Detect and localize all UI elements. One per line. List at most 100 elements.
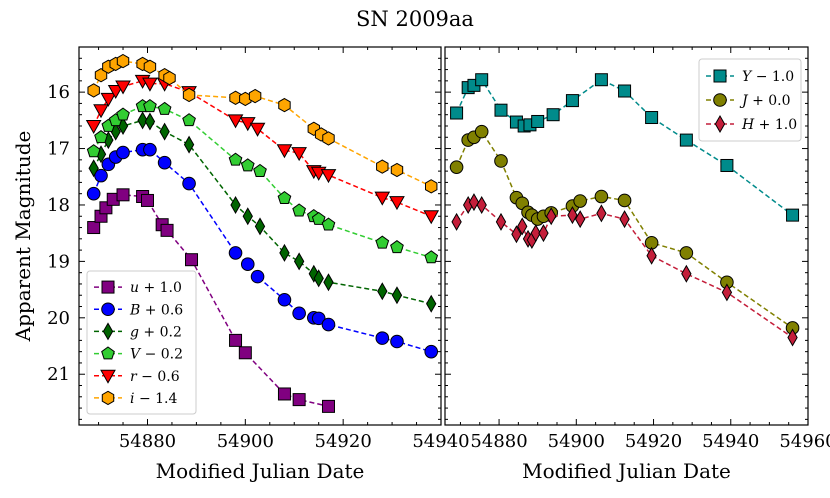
x-axis-label: Modified Julian Date: [156, 459, 365, 483]
legend-label: B + 0.6: [129, 302, 183, 318]
data-point: [424, 250, 439, 264]
data-point: [277, 387, 291, 401]
data-point: [160, 223, 174, 237]
data-point: [85, 119, 102, 135]
data-point: [86, 186, 101, 201]
legend-entry: r − 0.6: [94, 369, 180, 385]
y-tick-label: 19: [47, 251, 70, 272]
y-tick-label: 21: [47, 364, 70, 385]
data-point: [185, 253, 199, 267]
data-point: [228, 152, 243, 166]
series-line: [93, 105, 432, 259]
legend-entry: H + 1.0: [706, 114, 797, 134]
data-point: [787, 328, 798, 347]
data-point: [238, 346, 252, 360]
axes-frame: [444, 46, 809, 426]
y-tick-label: 16: [47, 82, 70, 103]
series-line: [455, 201, 793, 339]
data-point: [786, 208, 800, 222]
x-tick-label: 54920: [625, 431, 682, 452]
data-point: [449, 160, 464, 174]
data-point: [322, 131, 335, 146]
series-J: [449, 124, 800, 335]
legend-marker: [101, 280, 115, 294]
legend-label: Y − 1.0: [742, 69, 794, 85]
data-point: [292, 203, 306, 217]
data-point: [451, 212, 462, 231]
data-point: [679, 246, 694, 260]
data-point: [276, 144, 293, 159]
data-point: [253, 163, 267, 177]
data-point: [163, 70, 176, 86]
data-point: [425, 179, 438, 194]
data-point: [574, 210, 586, 229]
legend-label: r − 0.6: [130, 369, 180, 385]
data-point: [277, 292, 292, 307]
data-point: [182, 176, 196, 191]
axes-frame: [78, 46, 442, 426]
data-point: [228, 246, 243, 260]
data-point: [250, 269, 265, 284]
data-point: [450, 106, 464, 120]
legend-label: u + 1.0: [130, 280, 182, 296]
nir-panel: 54880 54900 54920 54940 54960 Modified Julian…: [444, 46, 830, 483]
data-point: [594, 73, 608, 87]
ticks: 54880 54900 54920 54940 54960: [445, 46, 830, 452]
data-point: [116, 107, 130, 121]
data-point: [721, 283, 733, 302]
data-point: [679, 133, 693, 147]
data-point: [116, 145, 130, 160]
data-point: [681, 264, 692, 283]
data-point: [517, 217, 528, 236]
data-point: [645, 111, 659, 125]
data-point: [248, 88, 262, 104]
data-point: [279, 243, 290, 262]
data-point: [292, 393, 306, 407]
data-point: [546, 207, 557, 226]
x-tick-label: 54920: [315, 431, 372, 452]
data-point: [426, 294, 437, 313]
data-point: [720, 158, 734, 172]
legend: u + 1.0 B + 0.6 g + 0.2 V − 0.2 r − 0.6 i − 1…: [86, 270, 197, 415]
data-point: [311, 211, 326, 225]
data-point: [115, 80, 131, 95]
x-tick-label: 54880: [119, 431, 176, 452]
data-point: [423, 210, 440, 225]
data-point: [254, 217, 266, 236]
data-point: [313, 269, 324, 288]
data-point: [116, 53, 130, 69]
data-point: [230, 195, 241, 214]
data-point: [293, 252, 305, 271]
legend-marker: [713, 69, 727, 83]
data-point: [391, 286, 403, 305]
data-point: [538, 224, 549, 243]
legend-label: V − 0.2: [130, 347, 183, 363]
legend-marker: [101, 390, 115, 406]
data-point: [278, 97, 291, 113]
legend-label: i − 1.4: [130, 391, 177, 407]
data-point: [390, 240, 404, 254]
x-tick-label: 54940: [702, 431, 759, 452]
legend-entry: g + 0.2: [94, 322, 182, 341]
data-point: [311, 311, 326, 326]
legend-label: H + 1.0: [741, 117, 797, 133]
series-Y: [450, 73, 800, 222]
data-point: [475, 73, 489, 87]
data-point: [183, 135, 195, 154]
legend-marker: [101, 346, 115, 360]
data-point: [321, 399, 335, 413]
data-point: [100, 92, 117, 107]
data-point: [159, 122, 170, 141]
data-point: [292, 306, 306, 321]
data-point: [157, 155, 172, 170]
data-point: [320, 169, 337, 184]
data-point: [468, 193, 480, 212]
data-point: [494, 154, 508, 168]
legend-entry: J + 0.0: [706, 93, 791, 109]
legend-entry: u + 1.0: [94, 280, 182, 296]
y-tick-label: 20: [47, 308, 70, 329]
data-point: [390, 334, 404, 349]
legend-entry: V − 0.2: [94, 346, 183, 363]
data-point: [88, 159, 99, 178]
